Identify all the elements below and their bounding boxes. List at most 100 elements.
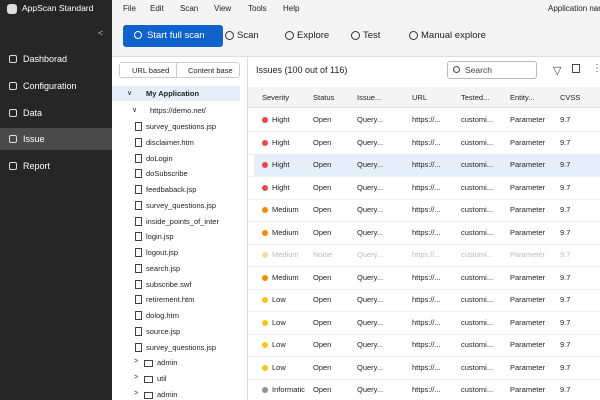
table-cell[interactable]: 9.7	[560, 138, 570, 147]
table-cell[interactable]: customi...	[461, 160, 493, 169]
severity[interactable]: Low	[272, 340, 286, 349]
table-cell[interactable]: Query...	[357, 228, 383, 237]
sidebar-item[interactable]: Dashborad	[23, 54, 67, 64]
table-cell[interactable]: https://...	[412, 228, 441, 237]
table-cell[interactable]: 9.7	[560, 205, 570, 214]
tree-folder[interactable]: util	[157, 374, 167, 383]
table-cell[interactable]: https://...	[412, 138, 441, 147]
menu-item[interactable]: Scan	[180, 4, 198, 13]
table-cell[interactable]: Parameter	[510, 273, 545, 282]
more-icon[interactable]: ⋮	[592, 63, 600, 74]
severity[interactable]: Hight	[272, 160, 290, 169]
column-header[interactable]: CVSS	[560, 93, 580, 102]
tree-file[interactable]: login.jsp	[146, 232, 174, 241]
table-cell[interactable]: Parameter	[510, 115, 545, 124]
tree-file[interactable]: survey_questions.jsp	[146, 201, 216, 210]
table-cell[interactable]: https://...	[412, 295, 441, 304]
tree-folder[interactable]: admin	[157, 358, 177, 367]
column-header[interactable]: Entity...	[510, 93, 534, 102]
table-cell[interactable]: 9.7	[560, 228, 570, 237]
tree-file[interactable]: disclaimer.htm	[146, 138, 194, 147]
table-cell[interactable]: 9.7	[560, 273, 570, 282]
table-cell[interactable]: Open	[313, 115, 331, 124]
table-cell[interactable]: Query...	[357, 385, 383, 394]
table-cell[interactable]: customi...	[461, 205, 493, 214]
table-cell[interactable]: customi...	[461, 385, 493, 394]
severity[interactable]: Low	[272, 295, 286, 304]
menu-item[interactable]: Edit	[150, 4, 164, 13]
menu-item[interactable]: View	[214, 4, 231, 13]
table-cell[interactable]: Open	[313, 340, 331, 349]
column-header[interactable]: Status	[313, 93, 334, 102]
start-scan-label[interactable]: Start full scan	[147, 30, 205, 41]
table-cell[interactable]: Parameter	[510, 250, 545, 259]
table-cell[interactable]: Query...	[357, 295, 383, 304]
column-header[interactable]: Severity	[262, 93, 289, 102]
table-cell[interactable]: Parameter	[510, 205, 545, 214]
table-cell[interactable]: Open	[313, 205, 331, 214]
search-box[interactable]	[447, 61, 537, 79]
table-cell[interactable]: Query...	[357, 250, 383, 259]
tree-file[interactable]: retirement.htm	[146, 295, 194, 304]
table-cell[interactable]: Parameter	[510, 160, 545, 169]
table-cell[interactable]: 9.7	[560, 385, 570, 394]
menu-item[interactable]: File	[123, 4, 136, 13]
table-cell[interactable]: Open	[313, 385, 331, 394]
table-cell[interactable]: Parameter	[510, 228, 545, 237]
table-cell[interactable]: https://...	[412, 205, 441, 214]
table-cell[interactable]: customi...	[461, 138, 493, 147]
sidebar-item[interactable]: Data	[23, 108, 42, 118]
menu-item[interactable]: Tools	[248, 4, 267, 13]
severity[interactable]: Hight	[272, 115, 290, 124]
tree-file[interactable]: survey_questions.jsp	[146, 343, 216, 352]
tree-file[interactable]: search.jsp	[146, 264, 180, 273]
tree-file[interactable]: logout.jsp	[146, 248, 178, 257]
severity[interactable]: Medium	[272, 228, 299, 237]
table-cell[interactable]: customi...	[461, 115, 493, 124]
severity[interactable]: Medium	[272, 250, 299, 259]
tree-file[interactable]: doSubscribe	[146, 169, 188, 178]
table-cell[interactable]: Query...	[357, 273, 383, 282]
tree-file[interactable]: inside_points_of_inter	[146, 217, 219, 226]
table-cell[interactable]: https://...	[412, 115, 441, 124]
table-cell[interactable]: Open	[313, 318, 331, 327]
search-placeholder[interactable]: Search	[465, 65, 492, 75]
tree-folder[interactable]: admin	[157, 390, 177, 399]
table-cell[interactable]: Parameter	[510, 385, 545, 394]
table-cell[interactable]: https://...	[412, 318, 441, 327]
severity[interactable]: Hight	[272, 183, 290, 192]
table-cell[interactable]: customi...	[461, 273, 493, 282]
table-cell[interactable]: Query...	[357, 318, 383, 327]
table-cell[interactable]: customi...	[461, 340, 493, 349]
table-cell[interactable]: Query...	[357, 115, 383, 124]
table-cell[interactable]: customi...	[461, 363, 493, 372]
severity[interactable]: Hight	[272, 138, 290, 147]
tree-file[interactable]: feedbaback.jsp	[146, 185, 196, 194]
table-cell[interactable]: Open	[313, 363, 331, 372]
table-cell[interactable]: https://...	[412, 250, 441, 259]
table-cell[interactable]: Parameter	[510, 295, 545, 304]
table-cell[interactable]: Parameter	[510, 183, 545, 192]
sidebar-item[interactable]: Report	[23, 161, 50, 171]
table-cell[interactable]: Parameter	[510, 340, 545, 349]
table-cell[interactable]: https://...	[412, 183, 441, 192]
menu-item[interactable]: Help	[283, 4, 299, 13]
severity[interactable]: Medium	[272, 205, 299, 214]
table-cell[interactable]: Query...	[357, 205, 383, 214]
severity[interactable]: Low	[272, 363, 286, 372]
table-cell[interactable]: Query...	[357, 138, 383, 147]
severity[interactable]: Medium	[272, 273, 299, 282]
toolbar-action[interactable]: Manual explore	[421, 30, 486, 41]
tree-tab[interactable]: URL based	[132, 66, 169, 75]
tree-host[interactable]: https://demo.net/	[150, 106, 206, 115]
tree-file[interactable]: source.jsp	[146, 327, 180, 336]
table-cell[interactable]: customi...	[461, 250, 493, 259]
table-cell[interactable]: 9.7	[560, 295, 570, 304]
table-cell[interactable]: https://...	[412, 273, 441, 282]
table-cell[interactable]: Open	[313, 138, 331, 147]
column-header[interactable]: Tested...	[461, 93, 489, 102]
tree-file[interactable]: dolog.htm	[146, 311, 179, 320]
table-cell[interactable]: customi...	[461, 318, 493, 327]
sidebar-item[interactable]: Issue	[23, 134, 45, 144]
columns-icon[interactable]	[572, 64, 580, 73]
